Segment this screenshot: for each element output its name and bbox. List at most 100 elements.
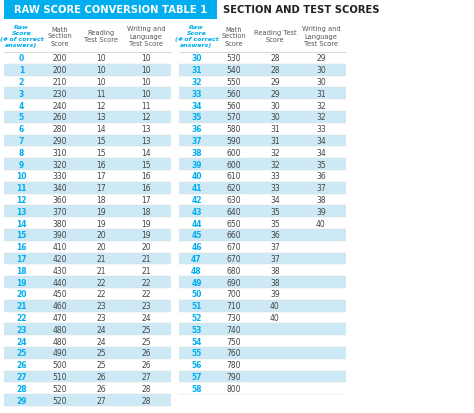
Text: 32: 32 <box>270 160 280 169</box>
Text: 7: 7 <box>19 137 24 146</box>
Text: 10: 10 <box>141 54 151 63</box>
Text: 22: 22 <box>16 313 27 322</box>
Text: 1: 1 <box>19 66 24 75</box>
Text: 280: 280 <box>53 125 67 134</box>
Text: 50: 50 <box>191 290 202 299</box>
Text: 38: 38 <box>270 266 280 275</box>
Text: 15: 15 <box>96 148 106 157</box>
Text: 15: 15 <box>141 160 151 169</box>
Text: 16: 16 <box>16 242 27 252</box>
Text: 22: 22 <box>96 278 106 287</box>
Text: 35: 35 <box>270 207 280 216</box>
FancyBboxPatch shape <box>4 183 171 194</box>
Text: 45: 45 <box>191 231 202 240</box>
Text: 10: 10 <box>141 78 151 87</box>
Text: 550: 550 <box>227 78 241 87</box>
Text: 30: 30 <box>316 66 326 75</box>
Text: 26: 26 <box>16 360 27 369</box>
Text: 18: 18 <box>96 195 106 204</box>
Text: 17: 17 <box>96 172 106 181</box>
Text: 20: 20 <box>96 242 106 252</box>
Text: 21: 21 <box>96 254 106 263</box>
Text: Math
Section
Score: Math Section Score <box>47 26 73 46</box>
FancyBboxPatch shape <box>179 65 346 76</box>
Text: 37: 37 <box>191 137 202 146</box>
Text: 26: 26 <box>141 349 151 358</box>
Text: 27: 27 <box>96 396 106 405</box>
Text: 650: 650 <box>227 219 241 228</box>
Text: 560: 560 <box>227 90 241 99</box>
Text: 360: 360 <box>53 195 67 204</box>
Text: 43: 43 <box>191 207 202 216</box>
Text: 670: 670 <box>227 242 241 252</box>
FancyBboxPatch shape <box>4 65 171 76</box>
FancyBboxPatch shape <box>179 183 346 194</box>
Text: 480: 480 <box>53 337 67 346</box>
Text: 42: 42 <box>191 195 202 204</box>
Text: 40: 40 <box>191 172 202 181</box>
Text: Raw
Score
(# of correct
answers): Raw Score (# of correct answers) <box>0 25 44 47</box>
Text: 19: 19 <box>96 207 106 216</box>
Text: 680: 680 <box>227 266 241 275</box>
Text: 28: 28 <box>141 384 151 393</box>
Text: 32: 32 <box>316 101 326 110</box>
Text: 35: 35 <box>316 160 326 169</box>
FancyBboxPatch shape <box>4 300 171 312</box>
Text: 36: 36 <box>191 125 202 134</box>
Text: 37: 37 <box>316 184 326 193</box>
Text: 11: 11 <box>96 90 106 99</box>
FancyBboxPatch shape <box>179 324 346 335</box>
Text: 22: 22 <box>141 278 151 287</box>
FancyBboxPatch shape <box>179 159 346 171</box>
Text: 210: 210 <box>53 78 67 87</box>
Text: 38: 38 <box>191 148 202 157</box>
FancyBboxPatch shape <box>179 347 346 359</box>
Text: 800: 800 <box>227 384 241 393</box>
Text: 730: 730 <box>227 313 241 322</box>
Text: 22: 22 <box>141 290 151 299</box>
Text: 330: 330 <box>53 172 67 181</box>
Text: 47: 47 <box>191 254 202 263</box>
Text: 560: 560 <box>227 101 241 110</box>
Text: 38: 38 <box>270 278 280 287</box>
Text: 15: 15 <box>16 231 27 240</box>
Text: 24: 24 <box>141 313 151 322</box>
Text: 600: 600 <box>227 160 241 169</box>
Text: 14: 14 <box>96 125 106 134</box>
Text: 39: 39 <box>270 290 280 299</box>
FancyBboxPatch shape <box>179 112 346 123</box>
Text: 13: 13 <box>96 113 106 122</box>
Text: 510: 510 <box>53 372 67 381</box>
Text: 56: 56 <box>191 360 202 369</box>
Text: 39: 39 <box>191 160 202 169</box>
Text: 24: 24 <box>96 325 106 334</box>
Text: 16: 16 <box>141 172 151 181</box>
FancyBboxPatch shape <box>179 300 346 312</box>
Text: 12: 12 <box>16 195 27 204</box>
Text: 370: 370 <box>53 207 67 216</box>
Text: 10: 10 <box>141 90 151 99</box>
FancyBboxPatch shape <box>4 277 171 288</box>
Text: 11: 11 <box>141 101 151 110</box>
Text: 35: 35 <box>270 219 280 228</box>
Text: 32: 32 <box>316 113 326 122</box>
FancyBboxPatch shape <box>4 253 171 265</box>
Text: 16: 16 <box>96 160 106 169</box>
Text: 15: 15 <box>96 137 106 146</box>
Text: Reading Test
Score: Reading Test Score <box>254 30 296 43</box>
Text: 570: 570 <box>227 113 241 122</box>
Text: 54: 54 <box>191 337 202 346</box>
FancyBboxPatch shape <box>4 135 171 147</box>
Text: 31: 31 <box>191 66 202 75</box>
Text: 33: 33 <box>316 125 326 134</box>
FancyBboxPatch shape <box>4 324 171 335</box>
Text: 16: 16 <box>141 184 151 193</box>
Text: 8: 8 <box>19 148 24 157</box>
Text: 31: 31 <box>270 125 280 134</box>
Text: 580: 580 <box>227 125 241 134</box>
Text: 29: 29 <box>316 54 326 63</box>
FancyBboxPatch shape <box>4 159 171 171</box>
Text: 4: 4 <box>19 101 24 110</box>
Text: 670: 670 <box>227 254 241 263</box>
FancyBboxPatch shape <box>179 230 346 241</box>
